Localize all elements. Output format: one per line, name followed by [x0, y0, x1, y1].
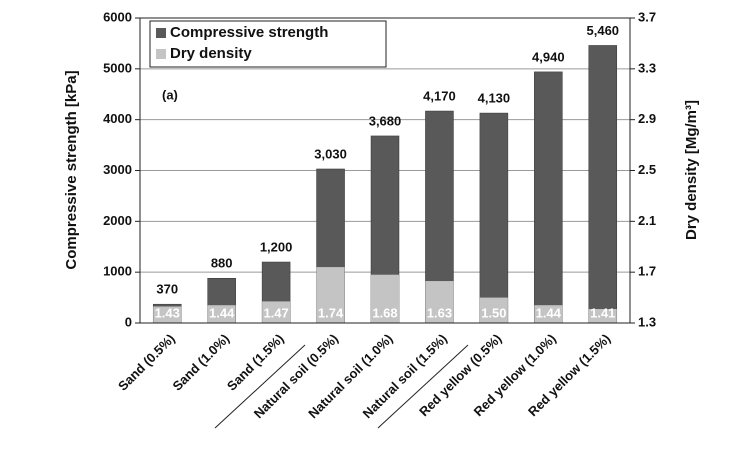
y-tick-label: 0 — [125, 314, 132, 329]
value-label: 370 — [156, 282, 178, 297]
value-label: 880 — [211, 256, 233, 271]
value-label: 5,460 — [587, 23, 620, 38]
y2-tick-label: 1.3 — [638, 314, 656, 329]
value-label: 1.63 — [427, 305, 452, 320]
value-label: 1,200 — [260, 239, 293, 254]
x-tick-label: Sand (0.5%) — [115, 331, 178, 394]
value-label: 1.43 — [155, 305, 180, 320]
group-separator — [214, 344, 306, 429]
y2-tick-label: 1.7 — [638, 264, 656, 279]
y-tick-label: 5000 — [103, 60, 132, 75]
value-label: 1.50 — [481, 305, 506, 320]
y2-tick-label: 3.3 — [638, 60, 656, 75]
legend-label: Dry density — [170, 45, 252, 62]
bar — [534, 305, 563, 323]
value-label: 3,680 — [369, 113, 402, 128]
value-label: 1.44 — [209, 305, 235, 320]
bar — [207, 305, 236, 323]
y2-tick-label: 2.9 — [638, 111, 656, 126]
bar — [262, 301, 291, 323]
y-tick-label: 3000 — [103, 162, 132, 177]
legend-box — [149, 20, 387, 68]
value-label: 1.68 — [372, 305, 397, 320]
bar — [371, 274, 399, 323]
group-separator — [377, 344, 469, 429]
value-label: 1.47 — [263, 305, 288, 320]
y2-tick-label: 2.1 — [638, 213, 656, 228]
value-label: 1.44 — [536, 305, 562, 320]
value-label: 4,940 — [532, 49, 565, 64]
value-label: 3,030 — [314, 146, 347, 161]
value-label: 1.74 — [318, 305, 344, 320]
legend-label: Compressive strength — [170, 24, 328, 41]
y-tick-label: 6000 — [103, 9, 132, 24]
value-label: 4,130 — [478, 90, 511, 105]
legend-swatch — [156, 28, 166, 38]
y-tick-label: 4000 — [103, 111, 132, 126]
bar — [425, 281, 454, 323]
y2-tick-label: 3.7 — [638, 9, 656, 24]
bar — [588, 45, 618, 324]
bar — [153, 306, 182, 323]
bar — [479, 112, 509, 324]
legend-swatch — [156, 49, 166, 59]
plot-frame — [139, 17, 631, 324]
y2-axis-title: Dry density [Mg/m³] — [683, 100, 700, 240]
x-tick-label: Sand (1.0%) — [170, 331, 233, 394]
bar — [479, 297, 508, 323]
y-tick-label: 1000 — [103, 264, 132, 279]
y2-tick-label: 2.5 — [638, 162, 656, 177]
bar — [534, 71, 563, 324]
bar — [588, 309, 617, 323]
y-axis-title: Compressive strength [kPa] — [63, 70, 80, 269]
value-label: 4,170 — [423, 88, 456, 103]
annotation: (a) — [162, 87, 178, 102]
value-label: 1.41 — [590, 305, 615, 320]
bar — [316, 267, 345, 323]
y-tick-label: 2000 — [103, 213, 132, 228]
